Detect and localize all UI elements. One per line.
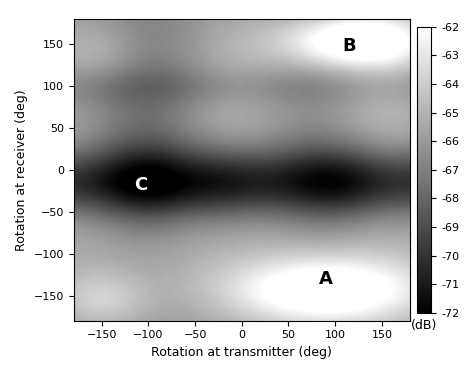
Text: C: C (134, 176, 147, 194)
X-axis label: Rotation at transmitter (deg): Rotation at transmitter (deg) (151, 346, 332, 359)
Text: A: A (319, 270, 333, 288)
Text: B: B (342, 37, 356, 55)
Text: (dB): (dB) (411, 319, 438, 332)
Y-axis label: Rotation at receiver (deg): Rotation at receiver (deg) (15, 89, 28, 251)
